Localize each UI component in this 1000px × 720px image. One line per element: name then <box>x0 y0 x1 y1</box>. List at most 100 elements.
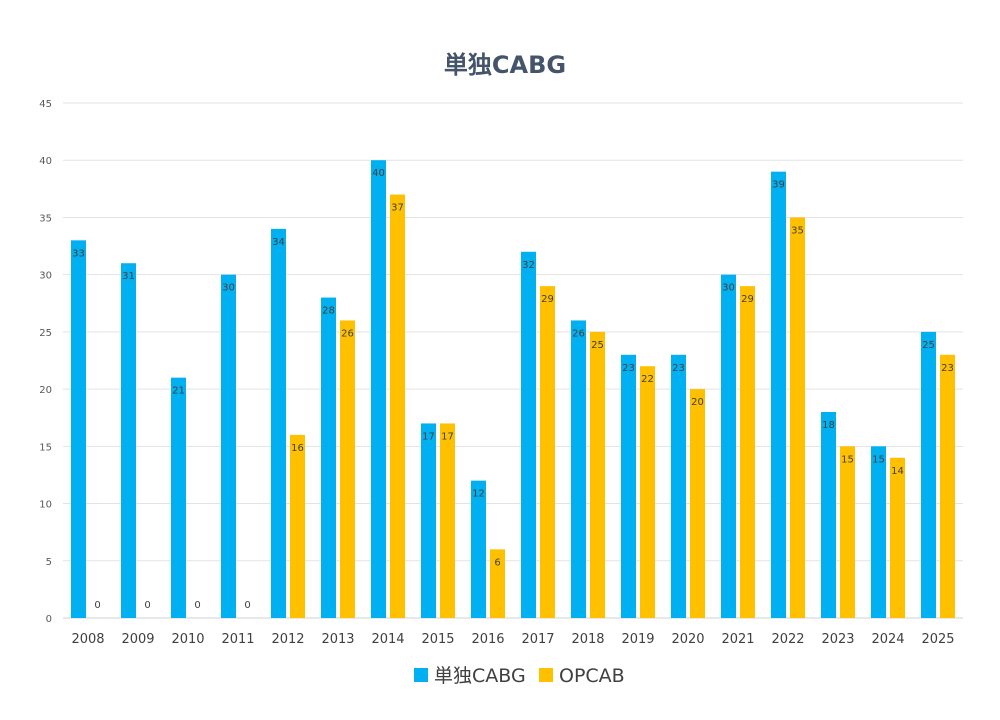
bar-opcab-2022 <box>790 217 805 618</box>
bar-cabg-2013 <box>321 297 336 618</box>
bar-opcab-2012 <box>290 434 305 618</box>
bar-opcab-2024 <box>890 457 905 618</box>
bar-opcab-2017 <box>540 286 555 618</box>
bar-cabg-2011 <box>221 274 236 618</box>
gridlines <box>63 102 963 619</box>
bar-opcab-2018 <box>590 331 605 618</box>
legend-swatch-cabg <box>414 668 428 682</box>
bar-opcab-2021 <box>740 286 755 618</box>
y-tick-label: 45 <box>39 99 52 110</box>
data-label: 0 <box>144 600 150 611</box>
bar-cabg-2021 <box>721 274 736 618</box>
bar-cabg-2022 <box>771 171 786 618</box>
y-tick-label: 35 <box>39 213 52 224</box>
y-tick-label: 5 <box>46 557 52 568</box>
data-label: 34 <box>272 237 285 248</box>
legend: 単独CABG OPCAB <box>414 665 625 687</box>
bar-opcab-2023 <box>840 446 855 618</box>
bar-cabg-2015 <box>421 423 436 618</box>
data-label: 33 <box>72 248 85 259</box>
data-label: 0 <box>194 600 200 611</box>
data-label: 15 <box>841 454 854 465</box>
y-tick-label: 25 <box>39 328 52 339</box>
data-label: 26 <box>572 328 585 339</box>
bar-cabg-2014 <box>371 160 386 618</box>
x-tick-label: 2022 <box>771 632 804 647</box>
chart-title: 単独CABG <box>444 51 566 79</box>
x-tick-label: 2023 <box>821 632 854 647</box>
data-label: 30 <box>722 283 735 294</box>
data-label: 29 <box>541 294 554 305</box>
bar-cabg-2024 <box>871 446 886 618</box>
x-tick-label: 2024 <box>871 632 904 647</box>
x-tick-label: 2018 <box>571 632 604 647</box>
bar-cabg-2017 <box>521 251 536 618</box>
y-tick-label: 40 <box>39 156 52 167</box>
y-tick-label: 0 <box>46 614 52 625</box>
bar-opcab-2014 <box>390 194 405 619</box>
x-tick-label: 2020 <box>671 632 704 647</box>
bar-cabg-2010 <box>171 377 186 618</box>
bar-cabg-2018 <box>571 320 586 618</box>
data-label: 14 <box>891 466 904 477</box>
data-label: 39 <box>772 180 785 191</box>
data-label: 35 <box>791 225 804 236</box>
data-label: 37 <box>391 203 404 214</box>
data-label: 6 <box>494 557 500 568</box>
bar-cabg-2009 <box>121 263 136 618</box>
data-label: 25 <box>591 340 604 351</box>
x-tick-label: 2011 <box>221 632 254 647</box>
data-labels: 33 0 31 0 21 0 30 0 34 16 28 26 40 37 17 17 12 6 32 29 26 25 2… <box>72 168 954 611</box>
data-label: 17 <box>422 431 435 442</box>
bar-opcab-2025 <box>940 354 955 618</box>
data-label: 26 <box>341 328 354 339</box>
bar-opcab-2016 <box>490 549 505 618</box>
bar-opcab-2020 <box>690 389 705 618</box>
data-label: 0 <box>94 600 100 611</box>
bar-opcab-2013 <box>340 320 355 618</box>
bar-opcab-2019 <box>640 366 655 618</box>
x-tick-label: 2015 <box>421 632 454 647</box>
x-tick-label: 2013 <box>321 632 354 647</box>
bar-cabg-2016 <box>471 480 486 618</box>
data-label: 30 <box>222 283 235 294</box>
data-label: 22 <box>641 374 654 385</box>
x-tick-label: 2025 <box>921 632 954 647</box>
x-tick-label: 2017 <box>521 632 554 647</box>
y-tick-label: 15 <box>39 442 52 453</box>
data-label: 12 <box>472 489 485 500</box>
bar-cabg-2023 <box>821 412 836 618</box>
bar-cabg-2019 <box>621 354 636 618</box>
x-tick-label: 2021 <box>721 632 754 647</box>
data-label: 32 <box>522 260 535 271</box>
bar-cabg-2008 <box>71 240 86 619</box>
data-label: 25 <box>922 340 935 351</box>
y-tick-label: 20 <box>39 385 52 396</box>
legend-swatch-opcab <box>539 668 553 682</box>
x-tick-label: 2012 <box>271 632 304 647</box>
bar-cabg-2025 <box>921 331 936 618</box>
x-tick-label: 2019 <box>621 632 654 647</box>
data-label: 23 <box>672 363 685 374</box>
data-label: 21 <box>172 386 185 397</box>
bar-cabg-2020 <box>671 354 686 618</box>
data-label: 40 <box>372 168 385 179</box>
x-tick-label: 2014 <box>371 632 404 647</box>
data-label: 23 <box>622 363 635 374</box>
data-label: 18 <box>822 420 835 431</box>
y-tick-label: 10 <box>39 500 52 511</box>
data-label: 29 <box>741 294 754 305</box>
data-label: 28 <box>322 306 335 317</box>
y-tick-label: 30 <box>39 271 52 282</box>
data-label: 31 <box>122 271 135 282</box>
x-tick-label: 2010 <box>171 632 204 647</box>
x-axis-ticks: 2008 2009 2010 2011 2012 2013 2014 2015 2016 2017… <box>71 632 954 647</box>
data-label: 23 <box>941 363 954 374</box>
x-tick-label: 2008 <box>71 632 104 647</box>
legend-label-cabg: 単独CABG <box>434 665 526 687</box>
bar-opcab-2015 <box>440 423 455 618</box>
legend-label-opcab: OPCAB <box>559 665 625 687</box>
data-label: 16 <box>291 443 304 454</box>
